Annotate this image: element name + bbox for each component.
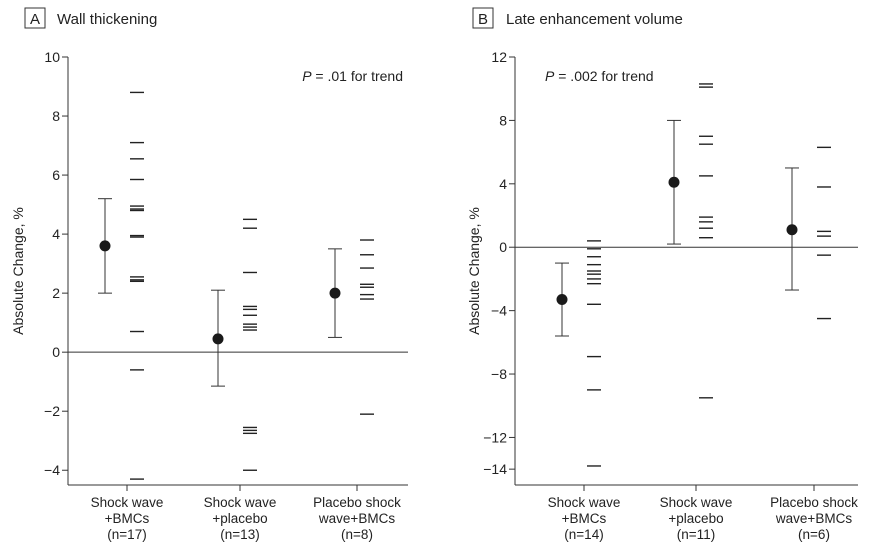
x-category-label: (n=11)	[677, 527, 715, 542]
y-tick-label: −12	[483, 429, 507, 445]
x-category-label: wave+BMCs	[318, 511, 395, 526]
x-category-label: Placebo shock	[313, 495, 401, 510]
mean-point	[786, 224, 798, 236]
y-tick-label: 8	[499, 112, 507, 128]
panel-a: A Wall thickening −4 −2 0 2 4 6 8 10 Absolute Chan…	[10, 7, 408, 542]
x-category-label: wave+BMCs	[775, 511, 852, 526]
mean-point	[668, 176, 680, 188]
p-symbol: P	[302, 68, 312, 84]
panel-b: B Late enhancement volume −14 −12 −8 −4 0 4 8 12 A…	[466, 7, 858, 542]
y-axis-label: Absolute Change, %	[10, 207, 26, 335]
trend-annotation: P = .01 for trend	[302, 68, 403, 84]
category-group: Shock wave+BMCs(n=17)	[91, 91, 164, 542]
y-tick-label: 12	[491, 49, 507, 65]
trend-annotation: P = .002 for trend	[545, 68, 654, 84]
p-value-text: = .002 for trend	[554, 68, 653, 84]
panel-letter-box	[472, 7, 494, 29]
y-tick-label: 4	[52, 226, 60, 242]
mean-point	[212, 333, 224, 345]
mean-point	[329, 287, 341, 299]
category-group: Shock wave+BMCs(n=14)	[548, 240, 621, 542]
x-category-label: Shock wave	[548, 495, 621, 510]
y-tick-label: 4	[499, 176, 507, 192]
x-category-label: (n=13)	[220, 527, 259, 542]
category-group: Shock wave+placebo(n=11)	[660, 83, 733, 542]
y-tick-label: −2	[44, 403, 60, 419]
mean-point	[99, 240, 111, 252]
x-category-label: (n=6)	[798, 527, 830, 542]
x-category-label: +BMCs	[562, 511, 607, 526]
y-tick-label: −4	[491, 303, 507, 319]
x-category-label: Placebo shock	[770, 495, 858, 510]
y-tick-label: 8	[52, 108, 60, 124]
x-category-label: (n=8)	[341, 527, 373, 542]
y-tick-label: 10	[44, 49, 60, 65]
x-category-label: +BMCs	[105, 511, 150, 526]
panel-title: Wall thickening	[57, 11, 157, 28]
x-category-label: +placebo	[668, 511, 723, 526]
y-tick-label: −4	[44, 462, 60, 478]
mean-point	[556, 294, 568, 306]
y-tick-label: −14	[483, 461, 507, 477]
panel-letter-box	[24, 7, 46, 29]
y-axis-label: Absolute Change, %	[466, 207, 482, 335]
y-tick-label: 0	[499, 239, 507, 255]
x-category-label: (n=14)	[564, 527, 603, 542]
x-category-label: Shock wave	[660, 495, 733, 510]
x-category-label: Shock wave	[91, 495, 164, 510]
x-category-label: Shock wave	[204, 495, 277, 510]
p-value-text: = .01 for trend	[312, 68, 403, 84]
category-group: Shock wave+placebo(n=13)	[204, 218, 277, 542]
panel-letter: A	[30, 11, 40, 28]
y-tick-label: 0	[52, 344, 60, 360]
panel-title: Late enhancement volume	[506, 11, 683, 28]
x-category-label: +placebo	[212, 511, 267, 526]
panel-letter: B	[478, 11, 488, 28]
x-category-label: (n=17)	[107, 527, 146, 542]
y-tick-label: −8	[491, 366, 507, 382]
y-tick-label: 2	[52, 285, 60, 301]
p-symbol: P	[545, 68, 555, 84]
y-tick-label: 6	[52, 167, 60, 183]
